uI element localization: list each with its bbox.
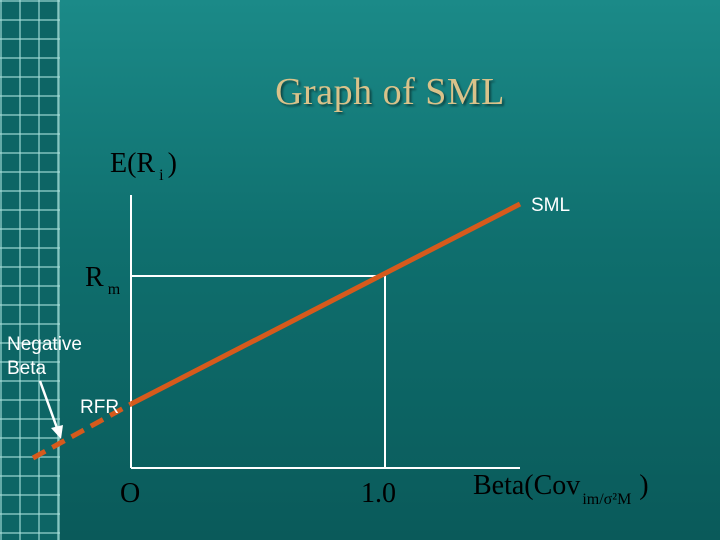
negative-beta-label: Negative Beta bbox=[7, 334, 82, 379]
negative-beta-arrow bbox=[38, 380, 59, 429]
x-axis-label: Beta(Cov im/σ²M) bbox=[473, 470, 649, 508]
slide-title: Graph of SML bbox=[275, 71, 505, 113]
beta-one-tick-label: 1.0 bbox=[361, 478, 396, 509]
sml-line bbox=[129, 201, 522, 407]
y-axis-label: E(R i) bbox=[110, 148, 177, 184]
sml-line-label: SML bbox=[531, 195, 571, 216]
decorative-grid-strip bbox=[0, 0, 60, 540]
rfr-label: RFR bbox=[80, 397, 120, 418]
negative-beta-dashed-line bbox=[31, 401, 133, 461]
origin-label: O bbox=[120, 478, 141, 509]
negative-beta-arrowhead bbox=[51, 425, 63, 439]
